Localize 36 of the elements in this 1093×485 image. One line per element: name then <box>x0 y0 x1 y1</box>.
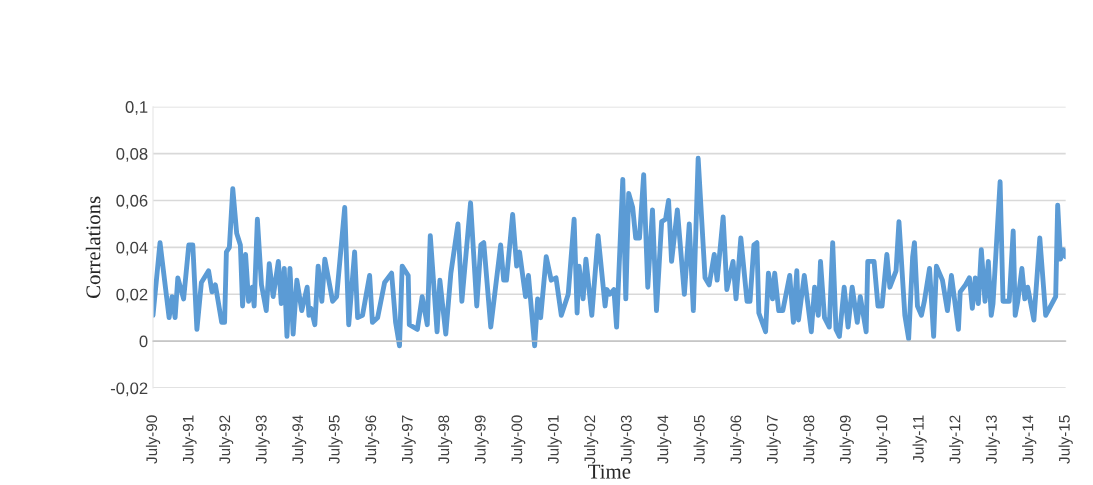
x-tick-label: July-11 <box>912 415 927 463</box>
x-tick-label: July-07 <box>766 415 781 464</box>
y-tick-label: 0 <box>139 335 148 348</box>
y-tick-label: 0,04 <box>116 241 148 256</box>
y-axis-title: Correlations <box>85 196 101 298</box>
x-tick-label: July-01 <box>547 415 562 464</box>
y-tick-label: 0,1 <box>125 101 148 115</box>
x-tick-label: July-99 <box>474 415 489 464</box>
y-tick-label: 0,02 <box>116 288 148 303</box>
x-tick-label: July-03 <box>620 415 635 464</box>
x-tick-label: July-90 <box>145 415 161 464</box>
x-tick-label: July-13 <box>985 415 1000 464</box>
x-tick-label: July-12 <box>949 415 964 464</box>
y-tick-label: -0,02 <box>110 382 148 397</box>
x-tick-label: July-02 <box>583 415 599 464</box>
x-tick-label: July-91 <box>182 415 197 464</box>
x-tick-label: July-92 <box>218 415 234 464</box>
x-tick-label: July-15 <box>1058 415 1073 464</box>
x-tick-label: July-05 <box>693 415 708 464</box>
x-tick-label: July-09 <box>839 415 854 464</box>
x-tick-label: July-95 <box>328 415 343 464</box>
y-tick-label: 0,08 <box>116 147 148 162</box>
x-tick-label: July-96 <box>364 415 380 464</box>
x-tick-label: July-93 <box>255 415 270 464</box>
x-tick-label: July-97 <box>401 415 416 464</box>
x-axis-title: Time <box>588 464 631 479</box>
x-tick-label: July-00 <box>511 415 526 464</box>
x-tick-label: July-08 <box>803 415 818 464</box>
line-series <box>153 155 1066 349</box>
x-tick-label: July-14 <box>1022 415 1037 464</box>
x-tick-label: July-94 <box>291 415 307 464</box>
x-tick-label: July-98 <box>437 415 453 464</box>
x-tick-label: July-06 <box>730 415 745 464</box>
x-tick-label: July-10 <box>876 415 891 464</box>
y-tick-label: 0,06 <box>116 194 148 209</box>
x-tick-label: July-04 <box>657 415 672 464</box>
